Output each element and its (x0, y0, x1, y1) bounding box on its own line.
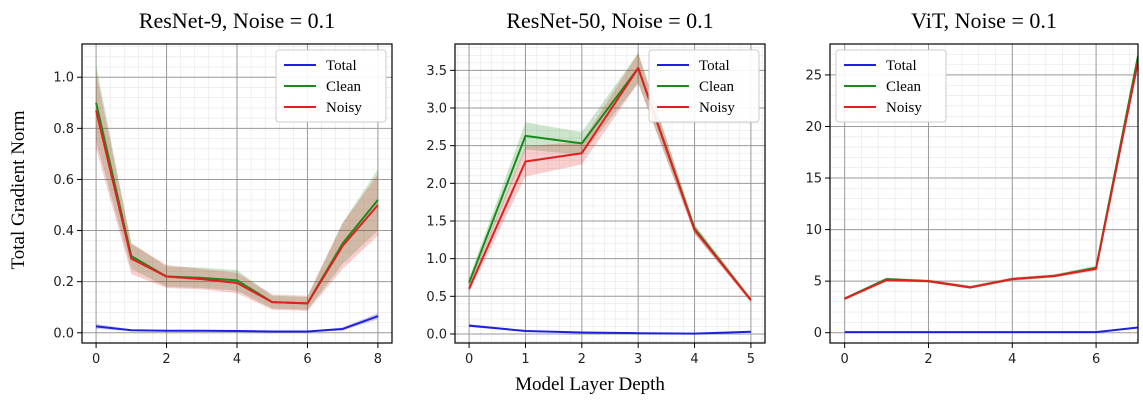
x-tick-label: 0 (841, 352, 849, 367)
x-tick-label: 3 (634, 352, 642, 367)
y-tick-label: 0.4 (53, 224, 74, 239)
legend: Total Clean Noisy (275, 49, 387, 123)
y-tick-label: 0.5 (426, 290, 447, 305)
line-total (95, 315, 379, 333)
y-tick-label: 25 (805, 68, 822, 83)
axes-frame (829, 43, 1139, 344)
panel-title: ResNet-50, Noise = 0.1 (506, 8, 713, 33)
y-tick-label: 1.0 (53, 71, 74, 86)
x-tick-label: 4 (233, 352, 241, 367)
panel-2: 0 1 2 3 4 5 0.0 0.5 1.0 1.5 2.0 2.5 3.0 3.5 ResNet-50,… (426, 8, 766, 367)
x-tick-label: 8 (374, 352, 382, 367)
plot-area (95, 64, 379, 333)
legend-label-total: Total (886, 58, 917, 74)
x-tick-label: 4 (690, 352, 698, 367)
legend-label-clean: Clean (886, 79, 921, 95)
y-tick-label: 3.0 (426, 102, 447, 117)
x-tick-label: 2 (924, 352, 932, 367)
band-noisy (469, 53, 751, 303)
y-tick-label: 3.5 (426, 64, 447, 79)
panel-title: ViT, Noise = 0.1 (911, 8, 1057, 33)
legend-label-clean: Clean (699, 79, 734, 95)
line-noisy (468, 67, 752, 301)
axes-frame (81, 43, 393, 344)
legend: Total Clean Noisy (648, 49, 760, 123)
x-tick-label: 1 (521, 352, 529, 367)
legend-box (835, 49, 947, 123)
y-tick-label: 10 (805, 223, 822, 238)
line-noisy (844, 61, 1138, 300)
x-tick-label: 6 (1092, 352, 1100, 367)
y-tick-label: 5 (814, 275, 822, 290)
legend-label-clean: Clean (326, 79, 361, 95)
legend-box (275, 49, 387, 123)
x-tick-label: 0 (92, 352, 100, 367)
x-tick-label: 0 (465, 352, 473, 367)
axes-frame (454, 43, 766, 344)
y-tick-label: 20 (805, 120, 822, 135)
legend-box (648, 49, 760, 123)
line-total (844, 326, 1138, 334)
plot-area (844, 50, 1138, 334)
panel-3: 0 2 4 6 0 5 10 15 20 25 ViT, Noise = 0.1 Total Clean… (805, 8, 1139, 367)
legend-label-noisy: Noisy (886, 100, 922, 116)
legend-label-noisy: Noisy (326, 100, 362, 116)
legend-label-total: Total (699, 58, 730, 74)
y-tick-label: 0.0 (426, 327, 447, 342)
legend-label-noisy: Noisy (699, 100, 735, 116)
line-noisy (95, 110, 379, 305)
panel-1: 0 2 4 6 8 0.0 0.2 0.4 0.6 0.8 1.0 ResNet-9, Noise =… (53, 8, 393, 367)
panel-title: ResNet-9, Noise = 0.1 (139, 8, 335, 33)
y-tick-label: 0.2 (53, 275, 74, 290)
y-tick-label: 1.0 (426, 252, 447, 267)
y-tick-label: 0.6 (53, 173, 74, 188)
x-tick-label: 5 (747, 352, 755, 367)
x-tick-label: 6 (303, 352, 311, 367)
y-axis-label: Total Gradient Norm (8, 110, 29, 269)
y-tick-label: 2.0 (426, 177, 447, 192)
y-tick-label: 0 (814, 326, 822, 341)
x-axis-label: Model Layer Depth (515, 374, 665, 395)
legend: Total Clean Noisy (835, 49, 947, 123)
panels: 0 2 4 6 8 0.0 0.2 0.4 0.6 0.8 1.0 ResNet-9, Noise =… (53, 8, 1139, 367)
y-tick-label: 1.5 (426, 214, 447, 229)
y-tick-label: 0.8 (53, 122, 74, 137)
line-total (468, 324, 751, 335)
x-tick-label: 4 (1008, 352, 1016, 367)
y-tick-label: 15 (805, 172, 822, 187)
plot-area (468, 53, 752, 335)
x-tick-label: 2 (162, 352, 170, 367)
x-tick-label: 2 (578, 352, 586, 367)
band-clean (469, 53, 751, 303)
legend-label-total: Total (326, 58, 357, 74)
y-tick-label: 2.5 (426, 139, 447, 154)
y-tick-label: 0.0 (53, 326, 74, 341)
